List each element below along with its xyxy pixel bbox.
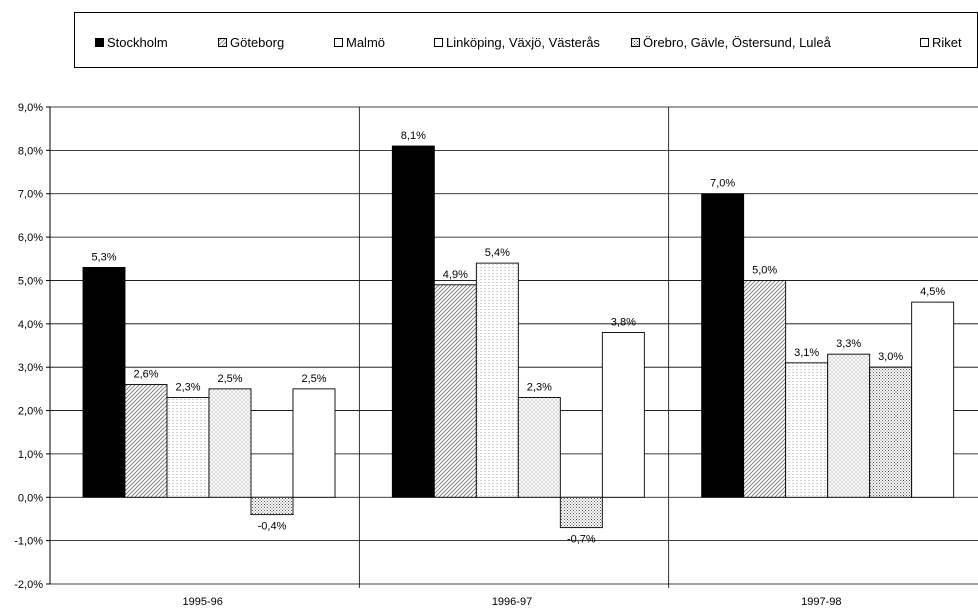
- bar: [517, 397, 561, 498]
- y-tick-label: 7,0%: [18, 189, 43, 201]
- data-label: 2,5%: [301, 373, 326, 385]
- legend-label: Göteborg: [230, 35, 285, 50]
- bar: [124, 384, 168, 498]
- bar: [292, 388, 336, 498]
- legend-swatch-malmo: [334, 38, 343, 47]
- y-tick-label: 2,0%: [18, 406, 43, 418]
- bar: [208, 388, 252, 498]
- data-label: 3,1%: [794, 347, 819, 359]
- data-label: 4,9%: [443, 269, 468, 281]
- data-label: 4,5%: [920, 286, 945, 298]
- legend-swatch-stockholm: [95, 38, 104, 47]
- legend-swatch-linkoping: [434, 38, 443, 47]
- y-tick-label: 0,0%: [18, 492, 43, 504]
- y-tick-label: -2,0%: [14, 579, 43, 591]
- chart-legend: Stockholm Göteborg Malmö Linköping, Växj…: [74, 12, 978, 68]
- bar: [827, 353, 871, 498]
- legend-item-riket: Riket: [920, 35, 962, 50]
- data-label: 2,3%: [175, 382, 200, 394]
- legend-label: Riket: [932, 35, 962, 50]
- y-tick-label: 8,0%: [18, 145, 43, 157]
- bar: [785, 362, 829, 498]
- y-tick-label: 9,0%: [18, 102, 43, 114]
- bar: [250, 496, 294, 516]
- data-label: 8,1%: [401, 130, 426, 142]
- data-label: 5,4%: [485, 247, 510, 259]
- x-tick-label: 1995-96: [182, 596, 222, 608]
- bar: [475, 262, 519, 498]
- legend-swatch-orebro: [631, 38, 640, 47]
- data-label: 3,3%: [836, 338, 861, 350]
- data-label: -0,7%: [567, 534, 596, 546]
- bar: [743, 280, 787, 498]
- legend-label: Linköping, Växjö, Västerås: [446, 35, 600, 50]
- y-tick-label: 5,0%: [18, 275, 43, 287]
- bar: [559, 496, 603, 529]
- x-tick-label: 1997-98: [801, 596, 841, 608]
- data-label: 3,0%: [878, 351, 903, 363]
- legend-label: Örebro, Gävle, Östersund, Luleå: [643, 35, 831, 50]
- bar: [166, 397, 210, 498]
- data-label: 5,0%: [752, 264, 777, 276]
- bar: [701, 193, 745, 498]
- data-label: 2,5%: [217, 373, 242, 385]
- legend-item-orebro: Örebro, Gävle, Östersund, Luleå: [631, 35, 831, 50]
- axes: -2,0% -1,0% 0,0% 1,0% 2,0% 3,0% 4,0% 5,0% 6,0% 7,…: [14, 102, 841, 608]
- data-label: 3,8%: [611, 316, 636, 328]
- legend-item-goteborg: Göteborg: [218, 35, 284, 50]
- bar: [391, 145, 435, 498]
- data-labels: 5,3% 2,6% 2,3% 2,5% -0,4% 2,5% 8,1% 4,9% 5,4% 2,3…: [91, 130, 945, 546]
- bar: [601, 332, 645, 498]
- bars: [82, 145, 955, 529]
- data-label: 2,6%: [133, 369, 158, 381]
- bar: [869, 366, 913, 498]
- legend-item-stockholm: Stockholm: [95, 35, 168, 50]
- bar: [911, 301, 955, 498]
- legend-label: Stockholm: [107, 35, 168, 50]
- bar: [82, 266, 126, 498]
- legend-swatch-goteborg: [218, 38, 227, 47]
- x-tick-label: 1996-97: [492, 596, 532, 608]
- legend-item-linkoping: Linköping, Växjö, Västerås: [434, 35, 600, 50]
- y-tick-label: 4,0%: [18, 319, 43, 331]
- legend-label: Malmö: [346, 35, 386, 50]
- data-label: 7,0%: [710, 178, 735, 190]
- legend-swatch-riket: [920, 38, 929, 47]
- data-label: -0,4%: [258, 521, 287, 533]
- y-tick-label: -1,0%: [14, 536, 43, 548]
- legend-item-malmo: Malmö: [334, 35, 385, 50]
- y-tick-label: 3,0%: [18, 362, 43, 374]
- bar: [433, 284, 477, 498]
- y-tick-label: 6,0%: [18, 232, 43, 244]
- y-tick-label: 1,0%: [18, 449, 43, 461]
- data-label: 5,3%: [91, 251, 116, 263]
- data-label: 2,3%: [527, 382, 552, 394]
